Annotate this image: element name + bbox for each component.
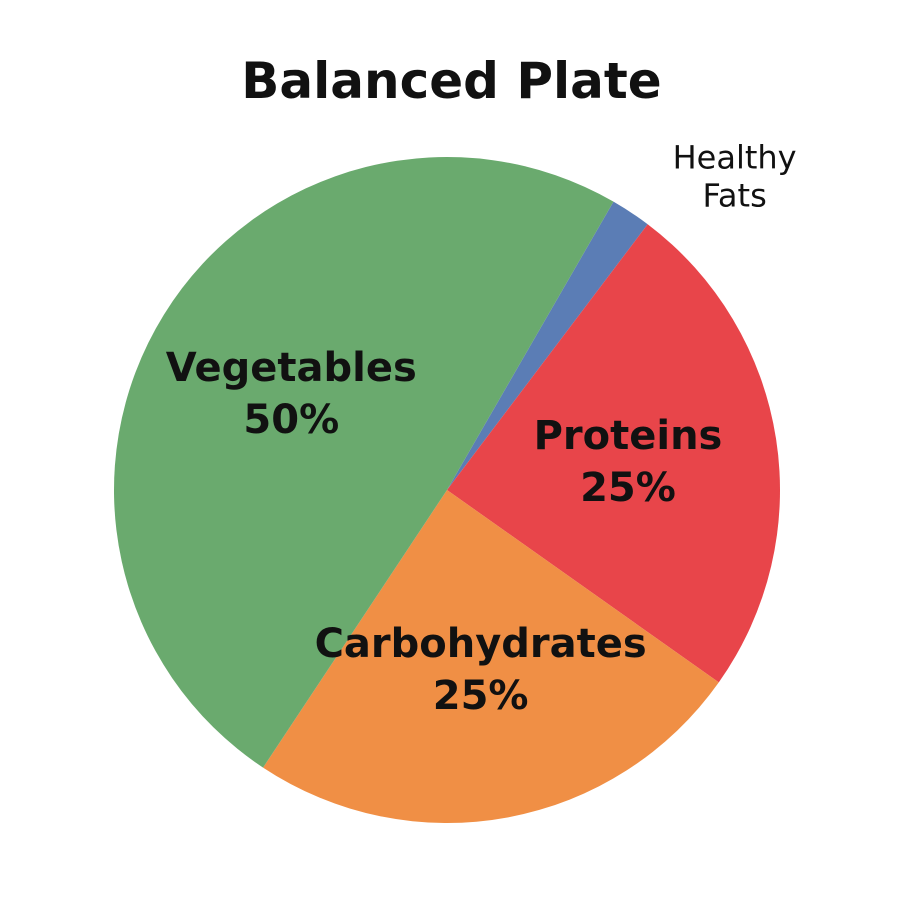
slice-value-label: 50% <box>243 396 340 443</box>
slice-value-label: 25% <box>580 464 676 511</box>
slice-label: Vegetables <box>165 344 417 391</box>
slice-value-label: 25% <box>432 673 529 720</box>
slice-label: Proteins <box>533 412 723 459</box>
slice-label: Healthy Fats <box>672 138 797 215</box>
slice-label: Carbohydrates <box>314 621 647 668</box>
chart-title: Balanced Plate <box>241 52 662 110</box>
pie-slice <box>263 490 719 824</box>
pie-slice <box>114 157 614 768</box>
pie-slice <box>447 201 648 491</box>
pie-slice <box>447 224 780 683</box>
